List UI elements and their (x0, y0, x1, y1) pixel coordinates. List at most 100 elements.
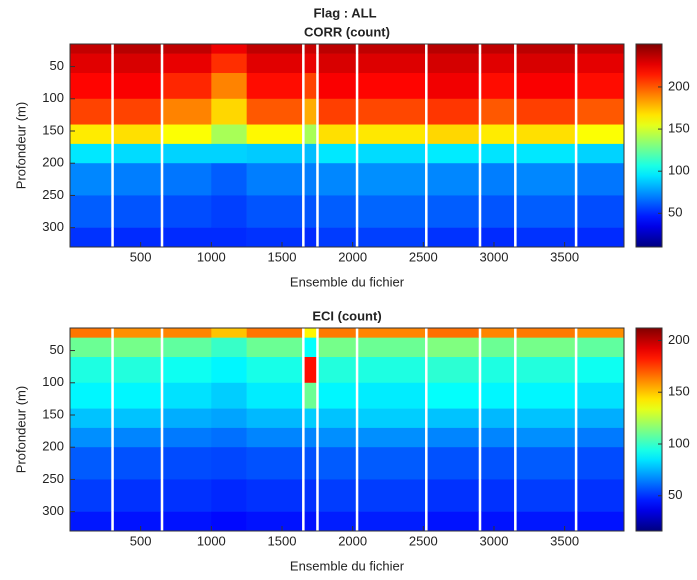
heat-cell (163, 447, 212, 480)
heat-cell (318, 427, 356, 448)
heat-cell (318, 163, 356, 196)
heat-cell (577, 479, 625, 512)
heat-cell (246, 511, 303, 532)
heat-cell (304, 408, 317, 429)
heat-cell (358, 382, 426, 409)
heat-cell (304, 427, 317, 448)
heat-cell (246, 337, 303, 358)
heat-cell (516, 227, 575, 248)
heat-cell (427, 44, 479, 54)
heat-cell (516, 357, 575, 384)
heat-cell (163, 98, 212, 125)
heat-cell (481, 382, 515, 409)
heat-cell (427, 73, 479, 100)
heat-cell (318, 73, 356, 100)
heat-cell (70, 143, 112, 164)
colorbar (635, 43, 663, 248)
heat-cell (70, 53, 112, 74)
heat-cell (163, 479, 212, 512)
heat-cell (318, 143, 356, 164)
heat-cell (246, 73, 303, 100)
heat-cell (481, 447, 515, 480)
heat-cell (246, 227, 303, 248)
heat-cell (211, 124, 247, 145)
heat-cell (358, 511, 426, 532)
heat-cell (70, 479, 112, 512)
heat-cell (427, 357, 479, 384)
heat-cell (318, 447, 356, 480)
x-tick-label: 2500 (409, 533, 438, 548)
heat-cell (516, 44, 575, 54)
heat-cell (427, 98, 479, 125)
heat-cell (427, 53, 479, 74)
heat-cell (516, 382, 575, 409)
heat-cell (163, 195, 212, 228)
colorbar-tick-label: 200 (668, 332, 690, 347)
heat-cell (211, 427, 247, 448)
heat-cell (246, 195, 303, 228)
heat-cell (516, 328, 575, 338)
heat-cell (70, 328, 112, 338)
heat-cell (70, 195, 112, 228)
heat-cell (304, 227, 317, 248)
heat-cell (163, 427, 212, 448)
heat-cell (577, 44, 625, 54)
heat-cell (358, 143, 426, 164)
heat-cell (577, 408, 625, 429)
heat-cell (318, 328, 356, 338)
heat-cell (358, 447, 426, 480)
heat-cell (516, 447, 575, 480)
heat-cell (211, 227, 247, 248)
x-tick-label: 500 (130, 533, 152, 548)
heat-cell (163, 163, 212, 196)
x-tick-label: 3500 (550, 249, 579, 264)
heat-cell (113, 337, 161, 358)
heat-cell (481, 163, 515, 196)
colorbar-tick-label: 150 (668, 384, 690, 399)
heat-cell (481, 408, 515, 429)
heat-cell (318, 357, 356, 384)
heat-cell (163, 73, 212, 100)
heat-cell (70, 44, 112, 54)
heat-cell (481, 479, 515, 512)
x-tick-label: 3500 (550, 533, 579, 548)
heat-cell (211, 357, 247, 384)
heat-cell (481, 511, 515, 532)
heat-cell (70, 227, 112, 248)
heat-cell (358, 427, 426, 448)
heat-cell (113, 53, 161, 74)
heat-cell (304, 73, 317, 100)
heat-cell (577, 143, 625, 164)
heat-cell (516, 98, 575, 125)
heat-cell (577, 357, 625, 384)
heat-cell (113, 124, 161, 145)
x-tick-label: 3000 (480, 249, 509, 264)
heat-cell (113, 479, 161, 512)
heat-cell (246, 408, 303, 429)
heat-cell (246, 44, 303, 54)
y-tick-label: 200 (42, 155, 64, 170)
heat-cell (577, 53, 625, 74)
x-tick-label: 2000 (338, 533, 367, 548)
axes-frame (69, 43, 625, 248)
heat-cell (318, 408, 356, 429)
heat-cell (318, 382, 356, 409)
heat-cell (113, 357, 161, 384)
heat-cell (70, 357, 112, 384)
heat-cell (481, 143, 515, 164)
y-tick-label: 50 (50, 342, 64, 357)
heat-cell (163, 328, 212, 338)
heat-cell (113, 408, 161, 429)
heat-cell (481, 53, 515, 74)
heat-cell (427, 124, 479, 145)
figure-title: Flag : ALL (313, 5, 376, 20)
heat-cell (481, 337, 515, 358)
x-axis-label: Ensemble du fichier (290, 558, 405, 573)
heat-cell (318, 124, 356, 145)
heat-cell (246, 328, 303, 338)
heat-cell (427, 511, 479, 532)
y-tick-label: 50 (50, 58, 64, 73)
heat-cell (113, 328, 161, 338)
heat-cell (427, 328, 479, 338)
heat-cell (481, 44, 515, 54)
